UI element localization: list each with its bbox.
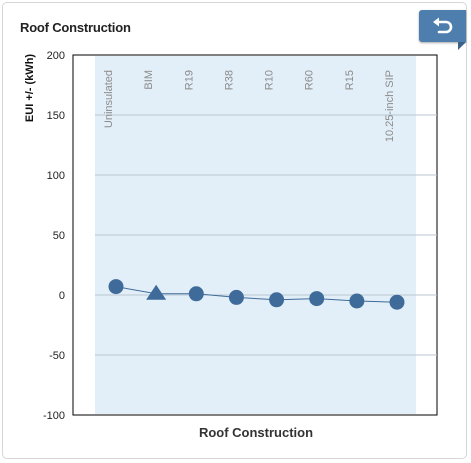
y-tick-label: 200 (47, 50, 65, 62)
y-tick-label: 50 (53, 230, 65, 242)
x-category-label: R60 (304, 70, 316, 90)
x-category-label: R15 (344, 70, 356, 90)
data-point (188, 286, 204, 302)
y-tick-label: -50 (49, 350, 65, 362)
y-tick-label: 150 (47, 110, 65, 122)
back-button[interactable] (419, 10, 466, 50)
data-point (228, 289, 244, 305)
return-arrow-icon (433, 17, 453, 34)
data-point (349, 293, 365, 309)
y-tick-label: 0 (59, 290, 65, 302)
panel-title: Roof Construction (20, 20, 131, 35)
data-point (108, 279, 124, 295)
data-point (309, 291, 325, 307)
x-category-label: R38 (223, 70, 235, 90)
x-axis-label: Roof Construction (199, 425, 313, 440)
y-tick-label: 100 (47, 170, 65, 182)
x-category-label: 10.25-inch SIP (384, 70, 396, 142)
x-category-label: R10 (264, 70, 276, 90)
data-point-baseline (146, 284, 167, 300)
y-axis-label: EUI +/- (kWh) (24, 54, 36, 122)
data-point (269, 292, 285, 308)
x-category-label: Uninsulated (103, 70, 115, 128)
y-tick-label: -100 (43, 410, 65, 422)
x-category-label: R19 (183, 70, 195, 90)
x-category-label: BIM (143, 70, 155, 90)
data-point (389, 294, 405, 310)
